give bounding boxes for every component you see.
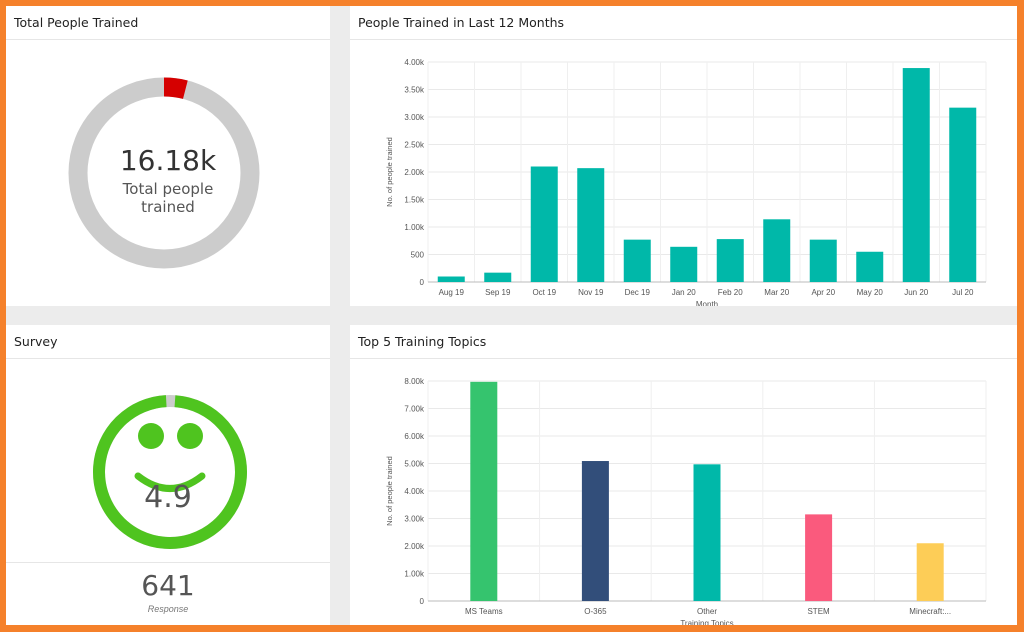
topics-bar-chart: 0 1.00k 2.00k 3.00k 4.00k 5.00k 6.00k 7.00k 8.00… <box>385 377 987 625</box>
bar[interactable] <box>623 239 651 282</box>
bar[interactable] <box>856 251 884 282</box>
bar[interactable] <box>577 168 605 282</box>
x-tick-label: Other <box>697 607 717 616</box>
y-tick-label: 1.00k <box>404 570 425 579</box>
x-tick-label: Nov 19 <box>578 288 604 297</box>
x-tick-label: Jun 20 <box>904 288 929 297</box>
caption-line: Total people <box>122 180 214 198</box>
x-tick-label: MS Teams <box>465 607 503 616</box>
y-axis-title: No. of people trained <box>385 137 394 207</box>
smiley-face-icon <box>93 395 247 549</box>
bar[interactable] <box>809 239 837 282</box>
bar[interactable] <box>763 219 791 282</box>
panel-title: People Trained in Last 12 Months <box>350 6 1017 40</box>
total-trained-value: 16.18k <box>119 144 217 177</box>
bar[interactable] <box>805 514 833 601</box>
x-tick-label: Jul 20 <box>952 288 974 297</box>
panel-title: Total People Trained <box>6 6 330 40</box>
y-tick-label: 500 <box>411 251 425 260</box>
y-tick-label: 6.00k <box>404 432 425 441</box>
monthly-bar-chart: 0 500 1.00k 1.50k 2.00k 2.50k 3.00k 3.50k 4.00k A… <box>385 58 987 306</box>
top-topics-panel: Top 5 Training Topics 0 1.00k 2.00k 3.00k 4.… <box>350 325 1017 625</box>
bar[interactable] <box>916 543 944 601</box>
y-tick-label: 1.00k <box>404 223 425 232</box>
bar[interactable] <box>902 68 930 282</box>
y-axis-title: No. of people trained <box>385 456 394 526</box>
y-tick-label: 2.00k <box>404 168 425 177</box>
smiley-eye-right <box>177 423 203 449</box>
y-tick-label: 3.50k <box>404 86 425 95</box>
y-tick-label: 8.00k <box>404 377 425 386</box>
bar[interactable] <box>530 166 558 283</box>
panel-title: Survey <box>6 325 330 359</box>
x-tick-label: Sep 19 <box>485 288 511 297</box>
y-tick-label: 4.00k <box>404 58 425 67</box>
y-tick-label: 5.00k <box>404 460 425 469</box>
x-tick-label: Minecraft:... <box>909 607 951 616</box>
response-label: Response <box>147 604 189 614</box>
survey-ring <box>93 395 247 549</box>
panel-title: Top 5 Training Topics <box>350 325 1017 359</box>
x-axis-title: Training Topics <box>680 619 733 625</box>
bar[interactable] <box>437 276 465 283</box>
bar[interactable] <box>581 461 609 601</box>
x-tick-label: Feb 20 <box>718 288 743 297</box>
y-tick-label: 3.00k <box>404 515 425 524</box>
x-tick-label: STEM <box>807 607 830 616</box>
bar[interactable] <box>670 246 698 282</box>
y-tick-label: 7.00k <box>404 405 425 414</box>
survey-score: 4.9 <box>144 480 192 515</box>
survey-panel: Survey 4.9 641 Response <box>6 325 330 625</box>
total-people-trained-panel: Total People Trained 16.18k Total people… <box>6 6 330 306</box>
y-tick-label: 2.50k <box>404 141 425 150</box>
y-tick-label: 0 <box>420 597 425 606</box>
x-tick-label: Mar 20 <box>764 288 789 297</box>
bar[interactable] <box>484 272 512 282</box>
donut-accent-segment <box>68 77 260 269</box>
y-tick-label: 0 <box>420 278 425 287</box>
y-tick-label: 1.50k <box>404 196 425 205</box>
bar[interactable] <box>716 239 744 282</box>
y-tick-label: 4.00k <box>404 487 425 496</box>
total-donut <box>68 77 260 269</box>
smiley-eye-left <box>138 423 164 449</box>
x-tick-label: Dec 19 <box>625 288 651 297</box>
smiley-mouth <box>134 472 206 492</box>
total-trained-caption: Total people trained <box>118 180 218 216</box>
bar[interactable] <box>470 381 498 601</box>
y-tick-label: 2.00k <box>404 542 425 551</box>
bar[interactable] <box>693 464 721 601</box>
x-tick-label: May 20 <box>857 288 884 297</box>
x-axis-title: Month <box>696 300 718 306</box>
divider <box>6 562 330 563</box>
x-tick-label: Jan 20 <box>672 288 697 297</box>
x-tick-label: O-365 <box>584 607 607 616</box>
y-tick-label: 3.00k <box>404 113 425 122</box>
x-tick-label: Apr 20 <box>811 288 835 297</box>
response-count: 641 <box>141 569 195 602</box>
monthly-training-panel: People Trained in Last 12 Months 0 500 1.0… <box>350 6 1017 306</box>
x-tick-label: Aug 19 <box>439 288 465 297</box>
x-tick-label: Oct 19 <box>532 288 556 297</box>
caption-line: trained <box>141 198 195 216</box>
bar[interactable] <box>949 107 977 283</box>
dashboard: Total People Trained 16.18k Total people… <box>6 6 1017 625</box>
